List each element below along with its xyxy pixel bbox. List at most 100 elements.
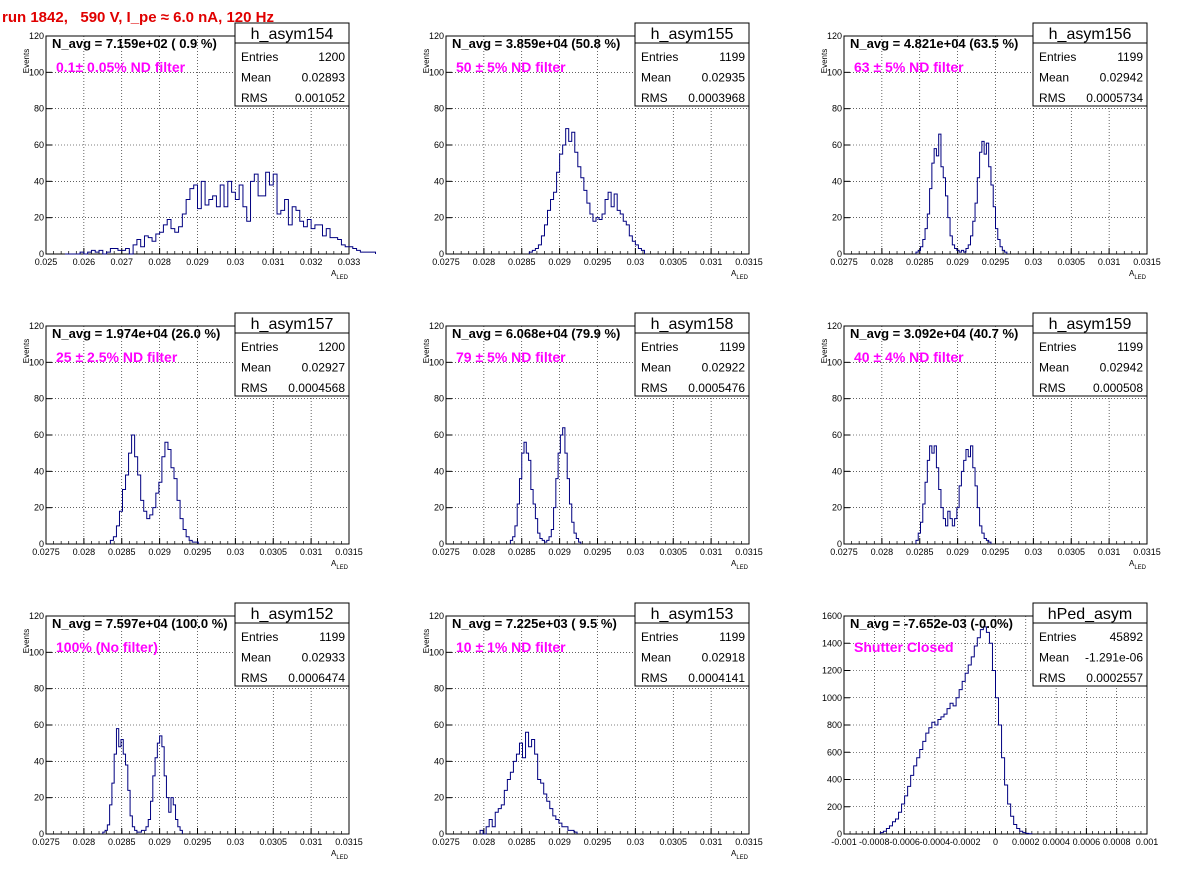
x-axis-title-subscript: LED	[336, 855, 348, 861]
x-axis-title-subscript: LED	[1134, 275, 1146, 281]
histogram-bin	[190, 189, 194, 254]
histogram-bin	[235, 200, 239, 255]
histogram-bin	[243, 207, 247, 254]
y-tick-label: 20	[34, 503, 44, 513]
histogram-bin	[523, 758, 526, 834]
x-tick-label: 0.0285	[108, 547, 136, 557]
y-tick-label: 0	[39, 829, 44, 839]
x-tick-label: 0.029	[148, 837, 171, 847]
x-tick-label: 0.0295	[982, 547, 1010, 557]
x-tick-label: 0.0285	[508, 837, 536, 847]
histogram-line	[109, 434, 199, 544]
histogram-bin	[186, 200, 190, 255]
stats-box	[634, 312, 750, 397]
histogram-bin	[983, 627, 986, 834]
x-tick-label: 0.033	[338, 257, 361, 267]
histogram-bin	[952, 526, 954, 544]
histogram-bin	[118, 250, 122, 254]
histogram-line	[879, 626, 1033, 835]
histogram-bin	[91, 250, 95, 254]
x-tick-label: 0.0285	[508, 547, 536, 557]
x-tick-label: 0.029	[148, 547, 171, 557]
x-tick-label: 0.0285	[108, 837, 136, 847]
histogram-bin	[152, 241, 156, 254]
y-tick-label: 60	[832, 140, 842, 150]
stats-box	[634, 22, 750, 107]
histogram-bin	[510, 772, 513, 834]
histogram-bin	[357, 250, 361, 254]
x-tick-label: 0.0295	[184, 837, 212, 847]
x-tick-label: 0.031	[1098, 257, 1121, 267]
x-tick-label: 0.0315	[735, 547, 763, 557]
histogram-bin	[123, 754, 125, 834]
filter-annotation: 25 ± 2.5% ND filter	[56, 349, 178, 365]
histogram-bin	[285, 200, 289, 255]
y-tick-label: 0	[439, 829, 444, 839]
histogram-panel-h_asym158: 0.0275 0.028 0.0285 0.029 0.0295 0.03 0.0305 0.…	[422, 312, 763, 571]
y-tick-label: 80	[34, 394, 44, 404]
navg-label: N_avg = 4.821e+04 (63.5 %)	[850, 36, 1018, 51]
histogram-bin	[126, 249, 130, 254]
y-axis-title: Events	[422, 339, 431, 363]
histogram-bin	[516, 754, 519, 834]
histogram-bin	[569, 141, 572, 254]
x-tick-label: 0.029	[946, 547, 969, 557]
histogram-bin	[964, 460, 966, 544]
histogram-bin	[568, 830, 571, 834]
stats-key: RMS	[1039, 671, 1066, 685]
histogram-bin	[99, 250, 103, 254]
histogram-bin	[602, 214, 605, 254]
histogram-bin	[524, 442, 526, 544]
y-tick-label: 60	[832, 430, 842, 440]
x-axis-title-subscript: LED	[1134, 565, 1146, 571]
histogram-bin	[160, 736, 162, 834]
histogram-bin	[144, 830, 146, 834]
y-tick-label: 0	[439, 249, 444, 259]
y-tick-label: 120	[29, 31, 44, 41]
x-tick-label: 0.031	[700, 837, 723, 847]
y-tick-label: 40	[34, 176, 44, 186]
x-tick-label: 0.0305	[259, 837, 287, 847]
y-tick-label: 800	[827, 720, 842, 730]
stats-value: 1199	[719, 340, 745, 354]
histogram-bin	[213, 196, 217, 254]
y-axis-title: Events	[820, 49, 829, 73]
histogram-bin	[148, 238, 152, 254]
histogram-bin	[950, 703, 953, 834]
stats-value: 0.001052	[295, 91, 345, 105]
y-tick-label: 100	[29, 67, 44, 77]
histogram-panel-h_asym157: 0.0275 0.028 0.0285 0.029 0.0295 0.03 0.0305 0.…	[22, 312, 363, 571]
y-tick-label: 80	[832, 394, 842, 404]
x-tick-label: 0	[993, 837, 998, 847]
histogram-bin	[917, 758, 920, 834]
filter-annotation: 79 ± 5% ND filter	[456, 349, 566, 365]
y-tick-label: 60	[434, 140, 444, 150]
y-tick-label: 20	[832, 213, 842, 223]
y-tick-label: 120	[429, 31, 444, 41]
stats-value: 0.02927	[302, 361, 346, 375]
stats-key: Entries	[1039, 340, 1076, 354]
histogram-bin	[179, 227, 183, 254]
y-tick-label: 100	[429, 647, 444, 657]
histogram-bin	[965, 673, 968, 834]
histogram-bin	[307, 219, 311, 254]
histogram-bin	[304, 227, 308, 254]
stats-key: Mean	[641, 71, 671, 85]
stats-key: RMS	[641, 671, 668, 685]
histogram-bin	[224, 207, 228, 254]
histogram-bin	[938, 720, 941, 834]
x-tick-label: 0.028	[871, 547, 894, 557]
x-axis-title-subscript: LED	[336, 565, 348, 571]
histogram-bin	[273, 174, 277, 254]
y-tick-label: 80	[34, 684, 44, 694]
x-tick-label: 0.0295	[584, 257, 612, 267]
x-tick-label: 0.0275	[830, 547, 858, 557]
stats-value: 1199	[719, 630, 745, 644]
histogram-bin	[526, 453, 528, 544]
x-tick-label: -0.001	[831, 837, 857, 847]
stats-title: h_asym157	[251, 316, 334, 333]
x-tick-label: 0.0275	[830, 257, 858, 267]
histogram-bin	[944, 714, 947, 834]
navg-label: N_avg = -7.652e-03 (-0.0%)	[850, 616, 1013, 631]
stats-value: -1.291e-06	[1085, 651, 1143, 665]
